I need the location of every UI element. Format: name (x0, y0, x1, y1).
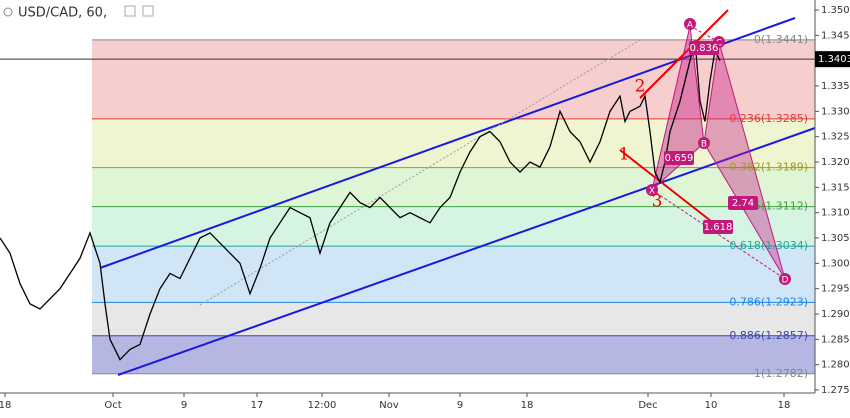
wave-line (619, 149, 726, 233)
y-tick-label: 1.3450 (821, 30, 850, 41)
trend-dotted (199, 39, 641, 306)
x-tick-label: 18 (778, 400, 791, 411)
pattern-point-label: D (782, 276, 789, 286)
fib-label: 0.5(1.3112) (743, 200, 808, 213)
x-tick-label: 9 (457, 400, 463, 411)
y-tick-label: 1.3300 (821, 106, 850, 117)
ratio-label: 0.836 (690, 43, 719, 54)
pattern-point (779, 273, 791, 285)
ratio-label: 1.618 (704, 222, 733, 233)
axis-bg (0, 393, 850, 414)
x-tick-label: 18 (521, 400, 534, 411)
wave-label: 2 (635, 77, 646, 97)
x-tick-label: 10 (705, 400, 718, 411)
pattern-point-label: X (649, 187, 655, 197)
y-tick-label: 1.2800 (821, 360, 850, 371)
y-tick-label: 1.3000 (821, 258, 850, 269)
y-tick-label: 1.3150 (821, 182, 850, 193)
fib-band (92, 302, 815, 336)
ratio-label: 2.74 (732, 198, 754, 209)
ratio-box (689, 41, 719, 55)
wave-label: 3 (652, 192, 663, 212)
last-price-label: 1.3403 (818, 54, 850, 65)
foreground: 0(1.3441) 0.236(1.3285) 0.382(1.3189) 0.5(1… (619, 18, 808, 380)
fib-label: 0.786(1.2923) (729, 295, 808, 308)
axes: 1.2750 1.2800 1.2850 1.2900 1.2950 1.3000 1.30… (0, 5, 850, 411)
x-tick-label: 17 (251, 400, 264, 411)
pattern-point-label: B (701, 140, 707, 150)
pattern-bcd (703, 41, 786, 280)
hide-icon[interactable] (142, 5, 154, 17)
ratio-box (703, 220, 733, 234)
channel-lower (117, 127, 816, 376)
fib-label: 0.886(1.2857) (729, 329, 808, 342)
backdrop (0, 39, 815, 375)
fib-label: 0.382(1.3189) (729, 161, 808, 174)
ratio-box (728, 196, 758, 210)
y-tick-label: 1.2750 (821, 385, 850, 396)
y-tick-label: 1.3100 (821, 208, 850, 219)
y-tick-label: 1.3200 (821, 157, 850, 168)
price-line (0, 40, 721, 361)
fib-label: 0.618(1.3034) (729, 239, 808, 252)
fib-band (92, 335, 815, 374)
fib-band (92, 206, 815, 247)
ratio-label: 0.659 (665, 153, 694, 164)
x-tick-label: 9 (181, 400, 187, 411)
fib-label: 1(1.2782) (754, 367, 808, 380)
y-tick-label: 1.3050 (821, 233, 850, 244)
x-tick-label: Nov (379, 400, 399, 411)
y-tick-label: 1.3250 (821, 132, 850, 143)
last-price-box (815, 51, 850, 68)
pattern-point (646, 184, 658, 196)
x-tick-label: 12:00 (308, 400, 337, 411)
y-tick-label: 1.2950 (821, 284, 850, 295)
settings-icon[interactable] (124, 5, 136, 17)
pattern-point (684, 18, 696, 30)
wave-label: 1 (619, 145, 630, 165)
pattern-xd (651, 189, 786, 280)
x-tick-label: Dec (638, 400, 657, 411)
x-tick-label: 18 (0, 400, 11, 411)
fib-band (92, 118, 815, 168)
axis-bg (815, 0, 850, 414)
fib-label: 0.236(1.3285) (729, 112, 808, 125)
y-tick-label: 1.3350 (821, 81, 850, 92)
ratio-box (664, 151, 694, 165)
y-tick-label: 1.2850 (821, 334, 850, 345)
overlays (0, 9, 816, 376)
symbol-icon[interactable] (3, 7, 13, 17)
chart-title: USD/CAD, 60, (18, 6, 107, 21)
x-tick-label: Oct (104, 400, 121, 411)
pattern-point-label: A (687, 21, 694, 31)
y-tick-label: 1.2900 (821, 309, 850, 320)
y-tick-label: 1.3500 (821, 5, 850, 16)
fib-band (92, 246, 815, 303)
pattern-point (698, 137, 710, 149)
fib-label: 0(1.3441) (754, 33, 808, 46)
